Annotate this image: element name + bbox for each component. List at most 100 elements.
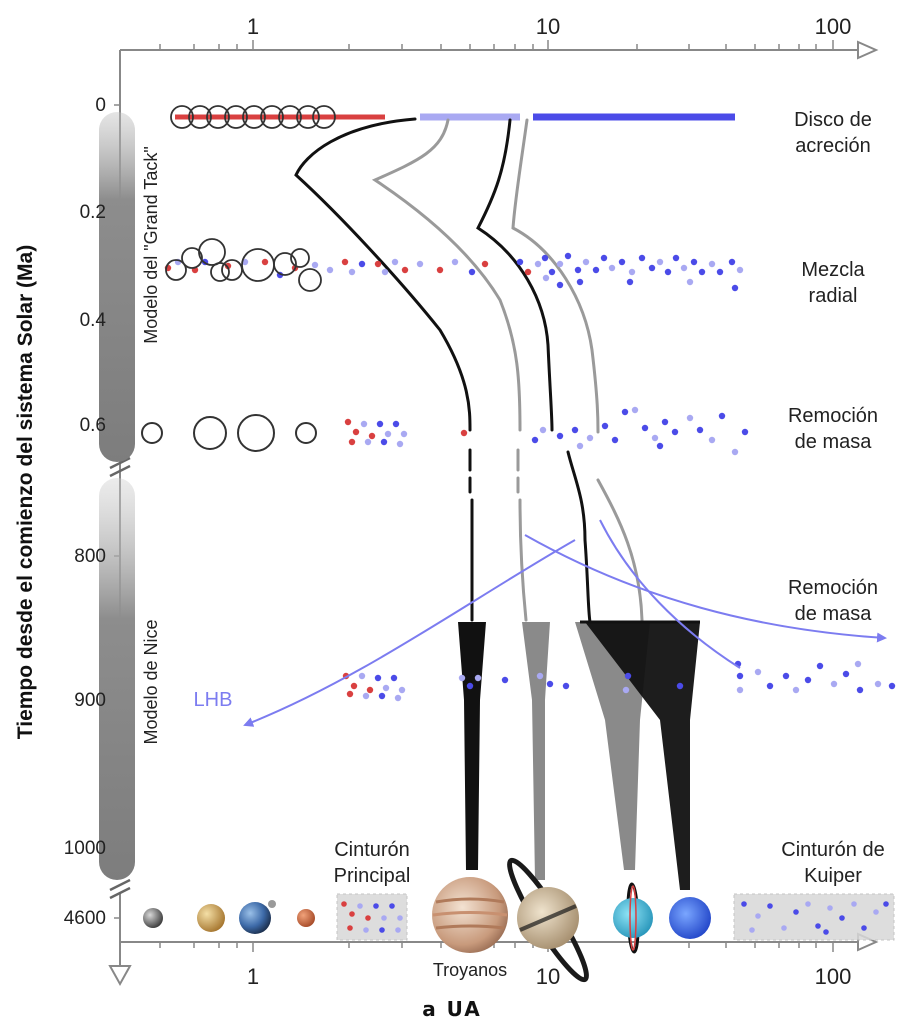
uranus-wedge [575, 622, 650, 870]
planetesimal-dot [856, 686, 864, 694]
planetesimal-dot [638, 254, 646, 262]
y-tick-0: 0 [95, 95, 106, 116]
kuiper-belt-box [733, 893, 895, 941]
planetesimal-dot [851, 901, 857, 907]
planetesimal-dot [401, 266, 409, 274]
planetesimal-dot [641, 424, 649, 432]
planetesimal-dot [728, 258, 736, 266]
planetesimal-dot [352, 428, 360, 436]
planetesimal-dot [460, 429, 468, 437]
embryos-removal-row [141, 414, 317, 452]
planetesimal-dot [804, 676, 812, 684]
planetesimal-dot [827, 905, 833, 911]
x-axis-label: a UA [422, 997, 482, 1021]
planetesimal-dot [382, 684, 390, 692]
planetesimal-dot [815, 923, 821, 929]
planetesimal-dot [360, 420, 368, 428]
planetesimal-dot [716, 268, 724, 276]
planetesimal-dot [534, 260, 542, 268]
planets-row [143, 857, 711, 983]
y-axis-arrow [108, 965, 132, 987]
ice-giant-1-track-late [566, 450, 592, 624]
planetesimal-dot [624, 672, 632, 680]
planetesimal-dot [883, 901, 889, 907]
planetesimal-dot [564, 252, 572, 260]
planetesimal-dot [348, 438, 356, 446]
accretion-disk-row [170, 105, 735, 129]
planetesimal-dot [854, 660, 862, 668]
planetesimal-dot [468, 268, 476, 276]
planetesimal-dot [592, 266, 600, 274]
planetesimal-dot [341, 901, 347, 907]
planetesimal-dot [576, 442, 584, 450]
y-tick-0.2: 0.2 [80, 202, 106, 223]
planetesimal-dot [536, 672, 544, 680]
trojans-label: Troyanos [433, 960, 507, 980]
nice-model-dots [342, 660, 896, 702]
planetesimal-dot [754, 668, 762, 676]
planetesimal-dot [349, 911, 355, 917]
planetesimal-dot [736, 686, 744, 694]
y-tick-900: 900 [74, 690, 106, 711]
planetesimal-dot [874, 680, 882, 688]
planetesimal-dot [574, 266, 582, 274]
planetesimal-dot [696, 426, 704, 434]
jupiter-icon [432, 877, 508, 953]
axes-frame [108, 40, 879, 987]
planetesimal-dot [731, 448, 739, 456]
axis-break-marks [109, 456, 131, 900]
planetesimal-dot [261, 258, 269, 266]
planetesimal-dot [524, 268, 532, 276]
planetesimal-dot [680, 264, 688, 272]
planetesimal-dot [571, 426, 579, 434]
planetesimal-dot [326, 266, 334, 274]
planetesimal-dot [622, 686, 630, 694]
bottom-tick-1: 1 [247, 964, 259, 989]
planetesimal-dot [384, 430, 392, 438]
planetesimal-dot [436, 266, 444, 274]
planetesimal-dot [311, 261, 319, 269]
radial-mixing-dots [164, 252, 744, 292]
planetesimal-dot [396, 440, 404, 448]
planetesimal-dot [830, 680, 838, 688]
y-tick-4600: 4600 [64, 908, 106, 929]
planetesimal-dot [708, 260, 716, 268]
jupiter-wedge [458, 622, 486, 870]
y-axis-label: Tiempo desde el comienzo del sistema Sol… [14, 245, 37, 739]
planetesimal-dot [374, 674, 382, 682]
planetesimal-dot [576, 278, 584, 286]
planetesimal-dot [539, 426, 547, 434]
nice-model-label: Modelo de Nice [141, 619, 161, 744]
kuiper-belt-label-2: Kuiper [804, 865, 862, 887]
planetesimal-dot [686, 414, 694, 422]
planetesimal-dot [362, 692, 370, 700]
planetesimal-dot [842, 670, 850, 678]
planetesimal-dot [398, 686, 406, 694]
giant-planet-tracks [294, 117, 644, 624]
planetesimal-dot [348, 268, 356, 276]
earth-icon [239, 902, 271, 934]
planetesimal-dot [556, 432, 564, 440]
mercury-icon [143, 908, 163, 928]
y-tick-1000: 1000 [64, 838, 106, 859]
planetesimal-dot [651, 434, 659, 442]
saturn-track-early [371, 118, 522, 432]
planetesimal-dot [556, 281, 564, 289]
kuiper-belt-label-1: Cinturón de [781, 839, 884, 861]
planetesimal-dot [379, 927, 385, 933]
saturn-wedge [522, 622, 550, 880]
neptune-wedge [585, 622, 700, 890]
grand-tack-bar [99, 112, 135, 462]
planetesimal-dot [364, 438, 372, 446]
planetesimal-dot [474, 674, 482, 682]
planetesimal-dot [656, 258, 664, 266]
ice-giant-2-track-early [511, 118, 600, 434]
embryos-row-0 [170, 105, 336, 129]
removal-arrow-kuiper [599, 519, 741, 669]
planetesimal-dot [363, 927, 369, 933]
y-tick-0.6: 0.6 [80, 415, 106, 436]
planetesimal-dot [664, 268, 672, 276]
planetesimal-dot [888, 682, 896, 690]
planetesimal-dot [661, 418, 669, 426]
planetesimal-dot [390, 674, 398, 682]
